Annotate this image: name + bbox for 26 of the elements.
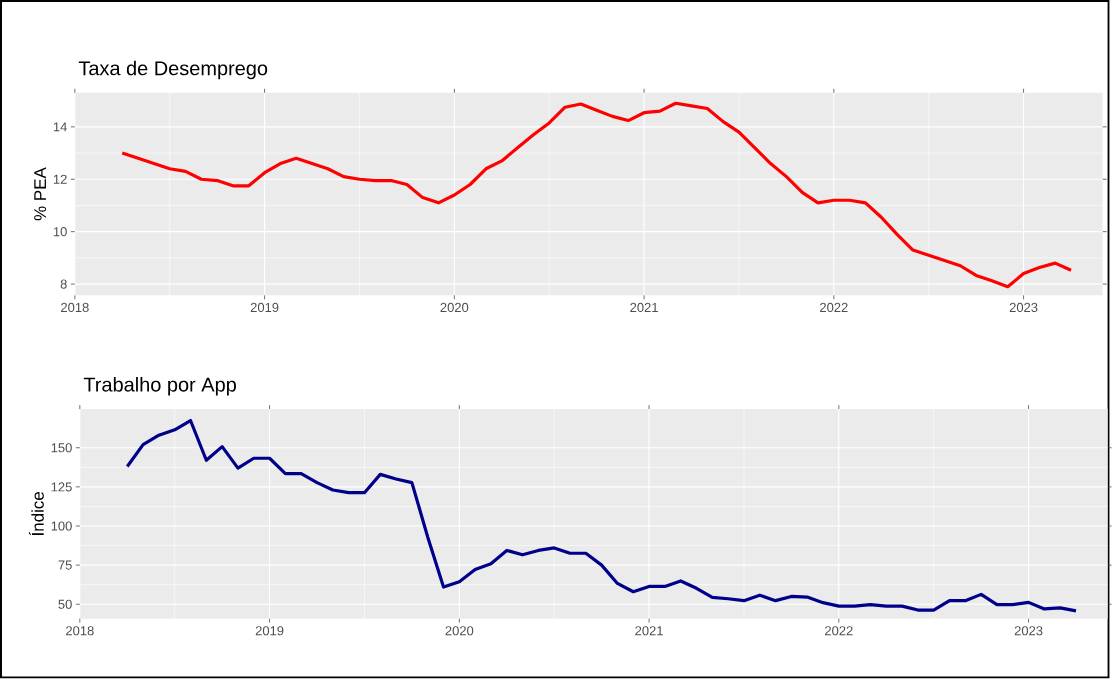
chart-title: Trabalho por App	[83, 377, 236, 396]
x-tick-label: 2022	[820, 303, 848, 313]
line-series	[125, 419, 1078, 613]
x-tick-label: 2023	[1009, 303, 1038, 313]
y-tick-label: 150	[51, 443, 72, 453]
x-tick-label: 2021	[630, 303, 658, 313]
y-tick-label: 125	[51, 482, 72, 492]
x-tick-label: 2018	[66, 626, 94, 636]
chart-title: Taxa de Desemprego	[78, 60, 268, 80]
y-axis-title: % PEA	[34, 167, 47, 221]
x-tick-label: 2019	[255, 626, 284, 636]
y-tick-label: 50	[58, 599, 72, 610]
y-tick-label: 10	[53, 227, 67, 237]
y-tick-label: 75	[58, 560, 72, 570]
x-tick-label: 2023	[1014, 626, 1043, 636]
y-tick-label: 8	[60, 279, 67, 289]
y-tick-label: 12	[53, 174, 67, 185]
x-tick-label: 2022	[825, 626, 853, 636]
y-axis-title: Índice	[28, 492, 44, 536]
x-tick-label: 2020	[440, 303, 469, 313]
x-tick-label: 2019	[250, 303, 279, 313]
x-tick-label: 2020	[445, 626, 474, 636]
y-tick-label: 14	[53, 122, 67, 132]
x-tick-label: 2021	[635, 626, 663, 636]
y-tick-label: 100	[51, 521, 72, 531]
x-tick-label: 2018	[61, 303, 89, 313]
